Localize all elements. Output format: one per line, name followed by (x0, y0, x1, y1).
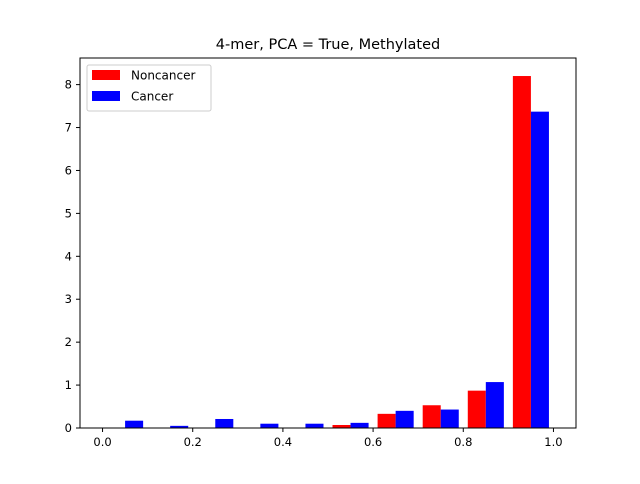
legend-swatch-cancer (92, 91, 120, 101)
chart-title: 4-mer, PCA = True, Methylated (216, 37, 440, 53)
plot-frame (79, 57, 577, 429)
legend-label-noncancer: Noncancer (131, 69, 195, 83)
bar-cancer-bin-7 (440, 409, 459, 428)
y-tick-label: 5 (65, 206, 72, 220)
bar-noncancer-bin-8 (467, 390, 486, 428)
bars-layer (125, 76, 549, 429)
y-tick-label: 0 (65, 421, 72, 435)
y-tick-label: 1 (65, 378, 72, 392)
legend-swatch-noncancer (92, 70, 120, 80)
bar-cancer-bin-2 (215, 418, 234, 428)
x-tick-label: 0.6 (364, 435, 382, 449)
legend-label-cancer: Cancer (131, 90, 173, 104)
bar-cancer-bin-6 (395, 410, 414, 428)
bar-cancer-bin-9 (530, 111, 549, 428)
legend: Noncancer Cancer (86, 64, 212, 112)
y-tick-label: 6 (65, 163, 72, 177)
bar-noncancer-bin-7 (422, 405, 441, 428)
bar-cancer-bin-8 (485, 382, 504, 428)
bar-cancer-bin-5 (350, 422, 369, 428)
y-tick-label: 4 (65, 249, 72, 263)
x-tick-label: 0.4 (274, 435, 292, 449)
x-tick-label: 0.8 (454, 435, 472, 449)
y-tick-label: 3 (65, 292, 72, 306)
x-tick-label: 1.0 (544, 435, 562, 449)
bar-cancer-bin-0 (125, 420, 144, 428)
bar-cancer-bin-1 (170, 425, 189, 428)
bar-cancer-bin-4 (305, 423, 324, 428)
axes-layer: 0.0 0.2 0.4 0.6 0.8 1.0 0 1 2 3 4 5 6 7 8 (65, 78, 563, 449)
bar-cancer-bin-3 (260, 423, 279, 428)
bar-noncancer-bin-6 (377, 413, 396, 428)
x-tick-label: 0.0 (93, 435, 111, 449)
y-tick-label: 8 (65, 78, 72, 92)
y-tick-label: 7 (65, 121, 72, 135)
bar-noncancer-bin-5 (332, 424, 351, 428)
y-tick-label: 2 (65, 335, 72, 349)
x-tick-label: 0.2 (184, 435, 202, 449)
bar-noncancer-bin-9 (512, 76, 531, 429)
